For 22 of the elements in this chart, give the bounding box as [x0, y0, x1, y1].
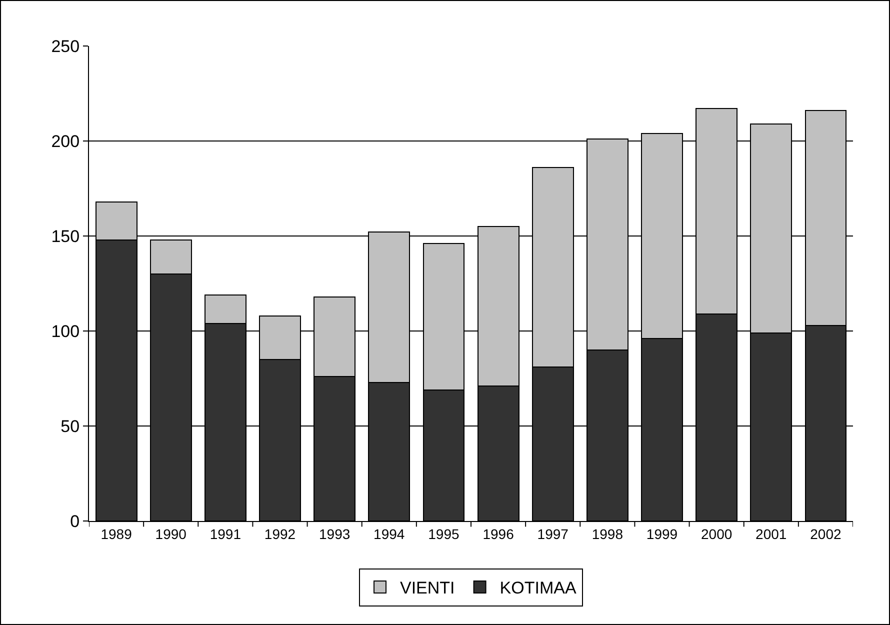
x-tick-label: 2001 — [756, 526, 787, 542]
x-tick-label: 1991 — [210, 526, 242, 542]
x-tick-label: 1992 — [264, 526, 296, 542]
x-tick-label: 1999 — [646, 526, 678, 542]
y-tick-label: 200 — [51, 132, 80, 151]
x-tick-label: 1998 — [592, 526, 624, 542]
y-tick-label: 150 — [51, 226, 80, 246]
x-tick-label: 1994 — [374, 526, 405, 542]
x-tick-label: 1997 — [537, 526, 569, 542]
x-tick-label: 2000 — [700, 526, 732, 542]
y-tick-label: 100 — [51, 322, 80, 341]
y-tick-label: 250 — [51, 36, 80, 56]
x-tick-label: 1995 — [428, 526, 460, 542]
legend-label: VIENTI — [400, 578, 455, 598]
legend-label: KOTIMAA — [500, 578, 577, 598]
x-tick-label: 1996 — [482, 526, 514, 542]
x-tick-label: 1989 — [100, 526, 132, 542]
x-tick-label: 1993 — [318, 526, 350, 542]
x-tick-label: 1990 — [155, 526, 187, 542]
y-tick-label: 50 — [60, 416, 80, 436]
y-tick-label: 0 — [70, 512, 80, 531]
x-tick-label: 2002 — [810, 526, 842, 542]
